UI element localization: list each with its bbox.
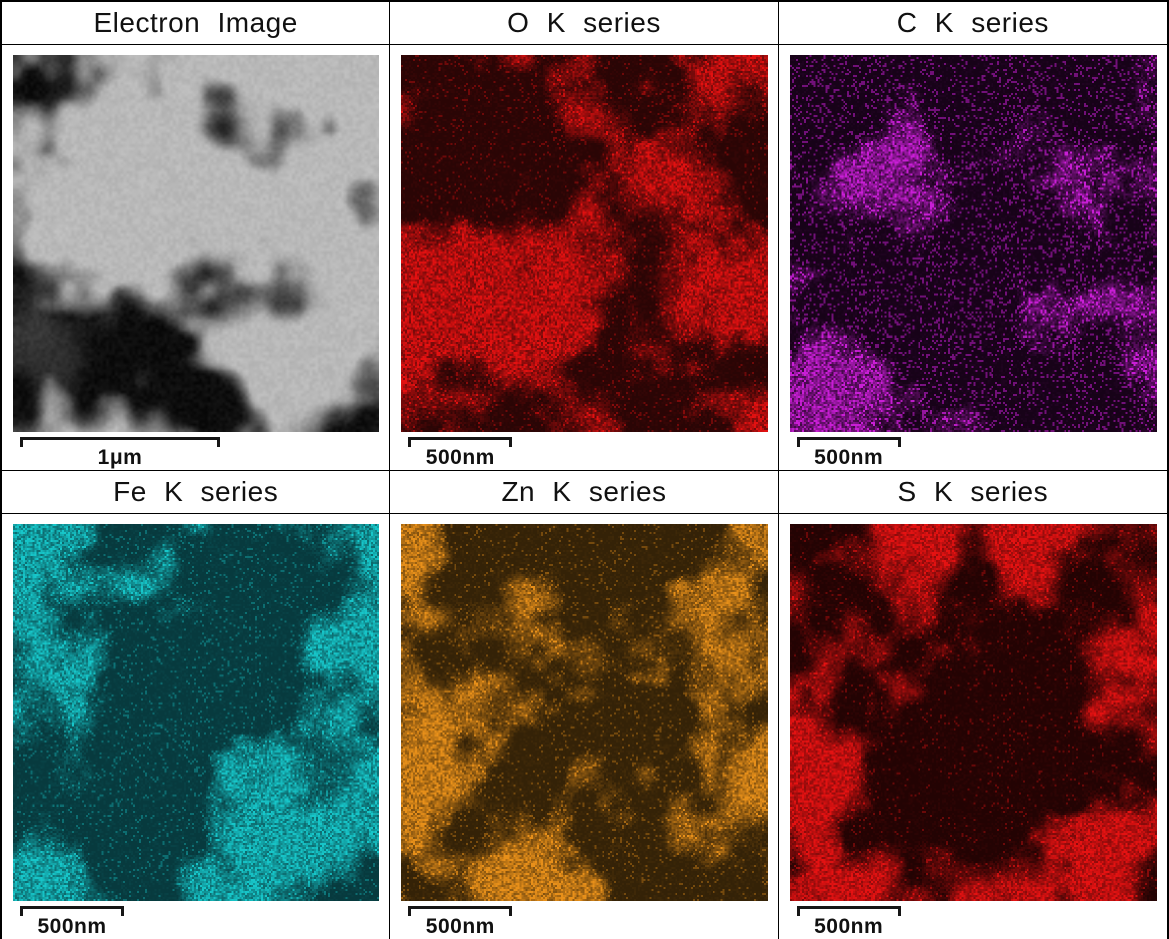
panel-title-c-k-series: C K series	[778, 2, 1167, 45]
panel-c-k-series: C K series 500nm	[778, 2, 1167, 471]
scale-bar-c: 500nm	[796, 437, 901, 470]
panel-body-electron-image: 1μm	[2, 45, 389, 470]
panel-title-o-k-series: O K series	[390, 2, 778, 45]
panel-o-k-series: O K series 500nm	[390, 2, 779, 471]
s-k-map-wrap	[789, 524, 1157, 901]
panel-body-o-k-series: 500nm	[390, 45, 777, 470]
scale-bar-bracket	[20, 437, 220, 447]
scale-bar-o: 500nm	[408, 437, 513, 470]
scale-bar-bracket	[408, 906, 513, 916]
scale-bar-label: 500nm	[814, 915, 884, 938]
fe-k-map-wrap	[13, 524, 380, 901]
scale-bar-bracket	[408, 437, 513, 447]
scale-bar-label: 500nm	[814, 446, 884, 469]
panel-body-c-k-series: 500nm	[779, 45, 1167, 470]
scale-bar-zn: 500nm	[408, 906, 513, 939]
scale-bar-label: 500nm	[425, 915, 495, 938]
scale-bar-s: 500nm	[796, 906, 901, 939]
zn-k-map-wrap	[401, 524, 768, 901]
c-k-map-wrap	[789, 55, 1157, 432]
o-k-map-wrap	[401, 55, 768, 432]
panel-body-s-k-series: 500nm	[779, 514, 1167, 939]
electron-image-wrap	[13, 55, 380, 432]
zn-k-series-map-image	[401, 524, 768, 901]
scale-bar-bracket	[796, 906, 901, 916]
panel-fe-k-series: Fe K series 500nm	[2, 471, 391, 939]
c-k-series-map-image	[789, 55, 1157, 432]
scale-bar-bracket	[20, 906, 124, 916]
scale-bar-electron: 1μm	[20, 437, 220, 470]
panel-title-fe-k-series: Fe K series	[2, 471, 390, 514]
panel-electron-image: Electron Image 1μm	[2, 2, 391, 471]
panel-title-zn-k-series: Zn K series	[390, 471, 778, 514]
fe-k-series-map-image	[13, 524, 380, 901]
s-k-series-map-image	[789, 524, 1157, 901]
panel-body-fe-k-series: 500nm	[2, 514, 389, 939]
scale-bar-bracket	[796, 437, 901, 447]
o-k-series-map-image	[401, 55, 768, 432]
scale-bar-label: 1μm	[97, 446, 143, 469]
electron-micrograph-image	[13, 55, 380, 432]
scale-bar-label: 500nm	[37, 915, 107, 938]
panel-body-zn-k-series: 500nm	[390, 514, 777, 939]
scale-bar-label: 500nm	[425, 446, 495, 469]
scale-bar-fe: 500nm	[20, 906, 124, 939]
panel-title-electron-image: Electron Image	[2, 2, 390, 45]
panel-s-k-series: S K series 500nm	[778, 471, 1167, 939]
panel-zn-k-series: Zn K series 500nm	[390, 471, 779, 939]
panel-title-s-k-series: S K series	[778, 471, 1167, 514]
